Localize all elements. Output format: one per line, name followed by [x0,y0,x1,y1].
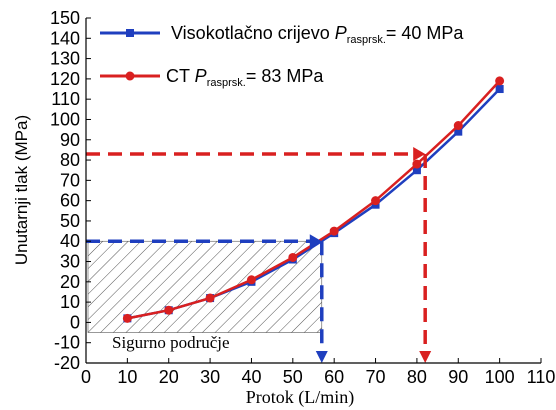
data-point-red [246,275,256,285]
data-point-red [205,293,215,303]
legend-entry-blue: Visokotlačno crijevo Prasprsk.= 40 MPa [100,23,464,46]
y-tick-label: 20 [60,272,80,292]
x-tick-label: 100 [485,367,515,387]
data-point-blue [454,127,463,136]
data-point-red [412,159,422,169]
legend-label-blue: Visokotlačno crijevo Prasprsk.= 40 MPa [171,23,464,46]
y-tick-label: -10 [54,333,80,353]
y-tick-label: 30 [60,252,80,272]
y-tick-label: 90 [60,130,80,150]
y-tick-label: 40 [60,231,80,251]
x-tick-label: 70 [366,367,386,387]
y-ticks-group: -20-100102030405060708090100110120130140… [50,8,91,373]
data-point-red [164,305,174,315]
x-tick-label: 30 [200,367,220,387]
y-tick-label: 60 [60,191,80,211]
y-tick-label: 150 [50,8,80,28]
y-tick-label: 130 [50,49,80,69]
y-tick-label: 70 [60,170,80,190]
data-point-blue [412,166,421,175]
y-tick-label: 80 [60,150,80,170]
blue-horizontal-arrowhead [309,234,322,249]
legend-marker-blue [126,29,134,37]
legend: Visokotlačno crijevo Prasprsk.= 40 MPa C… [100,23,464,89]
legend-entry-red: CT Prasprsk.= 83 MPa [100,66,324,89]
x-tick-label: 110 [527,367,556,387]
data-point-red [288,252,298,262]
data-point-red [495,76,505,86]
x-tick-label: 10 [117,367,137,387]
y-tick-label: 10 [60,292,80,312]
y-tick-label: 100 [50,109,80,129]
x-tick-label: 0 [81,367,91,387]
red-vertical-arrowhead [419,351,432,363]
y-tick-label: 110 [51,89,80,109]
y-tick-label: 0 [70,312,80,332]
x-ticks-group: 0 10 20 30 40 50 60 70 80 90 100 110 [81,358,555,387]
legend-label-red: CT Prasprsk.= 83 MPa [166,66,324,89]
x-tick-label: 60 [324,367,344,387]
y-tick-label: 120 [50,69,80,89]
x-axis-label: Protok (L/min) [246,387,355,408]
x-tick-label: 90 [448,367,468,387]
x-tick-label: 20 [159,367,179,387]
y-tick-label: 50 [60,211,80,231]
x-tick-label: 50 [283,367,303,387]
x-tick-label: 40 [241,367,261,387]
data-point-red [329,226,339,236]
x-tick-label: 80 [407,367,427,387]
data-point-red [122,313,132,323]
red-horizontal-arrowhead [413,146,426,161]
y-axis-label: Unutarnji tlak (MPa) [12,115,31,265]
legend-marker-red [125,71,135,81]
safe-zone-label: Sigurno područje [112,333,230,352]
data-point-blue [495,85,504,94]
guide-lines-group [86,146,432,363]
blue-vertical-arrowhead [315,351,328,363]
data-point-red [371,196,381,206]
data-point-red [453,121,463,131]
y-tick-label: 140 [50,28,80,48]
y-tick-label: -20 [54,353,80,373]
